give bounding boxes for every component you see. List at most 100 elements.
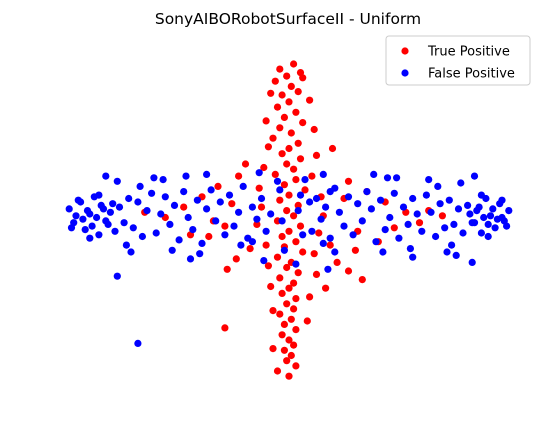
point-true-positive <box>253 220 261 228</box>
point-true-positive <box>351 246 359 254</box>
scatter-plot <box>65 60 513 380</box>
point-true-positive <box>276 196 284 204</box>
point-true-positive <box>290 279 298 287</box>
point-false-positive <box>127 248 135 256</box>
point-false-positive <box>203 205 211 213</box>
point-false-positive <box>168 246 176 254</box>
point-false-positive <box>196 250 204 258</box>
point-false-positive <box>498 196 506 204</box>
point-true-positive <box>312 270 321 278</box>
point-true-positive <box>287 129 295 137</box>
point-false-positive <box>230 222 238 230</box>
point-false-positive <box>120 219 128 227</box>
point-true-positive <box>283 300 291 308</box>
point-false-positive <box>319 239 327 247</box>
point-false-positive <box>248 203 256 211</box>
point-false-positive <box>212 217 220 225</box>
point-true-positive <box>328 144 337 153</box>
point-false-positive <box>448 241 456 249</box>
point-true-positive <box>315 229 323 237</box>
point-false-positive <box>267 210 275 218</box>
point-true-positive <box>294 88 302 96</box>
point-false-positive <box>134 339 142 347</box>
point-true-positive <box>285 144 293 153</box>
point-false-positive <box>340 222 348 230</box>
point-true-positive <box>283 263 291 272</box>
legend-box <box>385 35 531 86</box>
point-true-positive <box>280 320 288 328</box>
point-true-positive <box>214 182 222 190</box>
point-false-positive <box>354 200 362 208</box>
point-false-positive <box>409 253 417 261</box>
point-false-positive <box>95 231 103 239</box>
point-true-positive <box>271 170 279 178</box>
point-false-positive <box>159 176 167 184</box>
point-true-positive <box>283 72 291 80</box>
point-true-positive <box>285 227 293 235</box>
point-false-positive <box>180 188 188 196</box>
point-true-positive <box>264 143 272 151</box>
point-false-positive <box>260 257 268 265</box>
point-false-positive <box>79 215 87 223</box>
point-false-positive <box>425 176 433 184</box>
point-true-positive <box>292 362 300 370</box>
point-true-positive <box>299 119 307 127</box>
point-true-positive <box>415 219 424 227</box>
point-false-positive <box>221 231 229 239</box>
point-true-positive <box>221 324 229 332</box>
point-false-positive <box>470 219 479 227</box>
point-false-positive <box>138 232 146 241</box>
point-false-positive <box>134 198 142 206</box>
point-true-positive <box>255 184 263 192</box>
point-true-positive <box>260 163 268 172</box>
point-false-positive <box>72 212 80 220</box>
point-false-positive <box>322 203 330 211</box>
point-true-positive <box>205 232 213 241</box>
point-false-positive <box>409 194 417 203</box>
point-false-positive <box>445 196 453 204</box>
point-true-positive <box>292 295 300 303</box>
point-false-positive <box>395 234 403 242</box>
point-false-positive <box>381 226 389 234</box>
point-true-positive <box>344 267 353 275</box>
point-true-positive <box>276 274 284 282</box>
point-false-positive <box>399 203 408 211</box>
point-false-positive <box>470 172 479 180</box>
point-false-positive <box>88 222 96 230</box>
point-false-positive <box>93 213 101 222</box>
point-true-positive <box>290 305 298 313</box>
point-true-positive <box>285 98 293 106</box>
legend: True Positive False Positive <box>385 35 531 86</box>
point-true-positive <box>269 134 277 142</box>
point-true-positive <box>257 203 266 211</box>
point-true-positive <box>276 124 284 132</box>
point-true-positive <box>223 265 231 273</box>
point-true-positive <box>290 165 298 173</box>
point-false-positive <box>349 231 357 239</box>
point-true-positive <box>294 139 302 147</box>
point-true-positive <box>358 276 366 284</box>
point-false-positive <box>148 189 156 197</box>
point-false-positive <box>182 172 190 180</box>
point-true-positive <box>390 224 398 232</box>
point-false-positive <box>207 186 215 194</box>
point-true-positive <box>180 203 188 211</box>
point-true-positive <box>264 262 272 270</box>
point-true-positive <box>292 326 300 334</box>
point-true-positive <box>287 82 295 90</box>
point-false-positive <box>477 229 485 237</box>
point-true-positive <box>283 160 291 168</box>
point-true-positive <box>246 245 254 253</box>
point-true-positive <box>283 207 291 215</box>
point-true-positive <box>232 255 240 263</box>
legend-marker-true-positive <box>401 47 409 55</box>
point-false-positive <box>186 255 195 263</box>
point-false-positive <box>95 191 103 199</box>
point-false-positive <box>312 194 321 203</box>
point-false-positive <box>468 258 476 266</box>
point-false-positive <box>102 172 110 180</box>
point-false-positive <box>239 182 247 190</box>
point-false-positive <box>452 251 460 259</box>
point-false-positive <box>113 177 121 185</box>
point-false-positive <box>216 198 224 206</box>
